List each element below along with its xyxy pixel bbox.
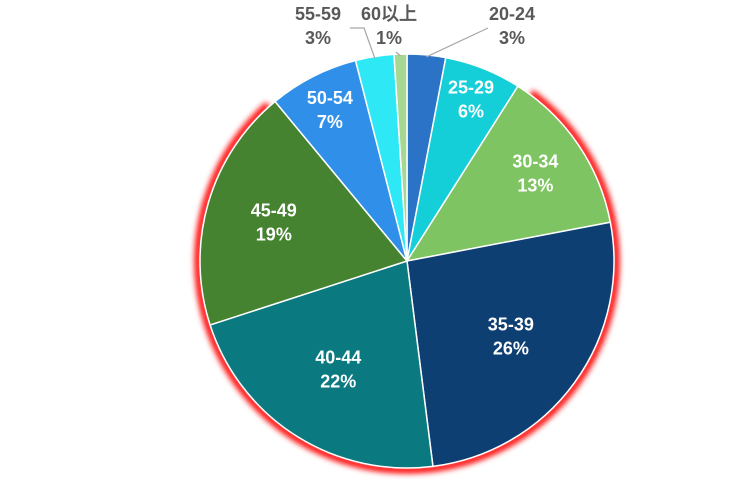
slice-category-label: 50-54 xyxy=(307,88,353,108)
slice-category-label: 40-44 xyxy=(315,347,361,367)
leader-line-20-24 xyxy=(426,27,489,58)
slice-label-45-49: 45-49 19% xyxy=(251,200,297,244)
slice-category-label: 35-39 xyxy=(488,314,534,334)
slice-label-35-39: 35-39 26% xyxy=(488,314,534,358)
leader-lines xyxy=(350,27,489,59)
highlight-glow xyxy=(194,89,620,474)
slice-value-label: 13% xyxy=(517,176,553,196)
slice-category-label: 30-34 xyxy=(512,152,558,172)
slice-value-label: 3% xyxy=(499,28,525,48)
slice-category-label: 20-24 xyxy=(489,4,535,24)
slice-label-50-54: 50-54 7% xyxy=(307,88,353,132)
pie-slice-45-49 xyxy=(199,100,409,326)
slice-value-label: 7% xyxy=(317,112,343,132)
slice-label-20-24: 20-24 3% xyxy=(489,4,535,48)
slice-category-label: 55-59 xyxy=(295,4,341,24)
pie-slice-35-39 xyxy=(406,221,615,468)
highlight-outline xyxy=(194,89,620,474)
pie-slice-30-34 xyxy=(405,85,612,263)
slice-label-30-34: 30-34 13% xyxy=(512,152,558,196)
leader-line-55-59 xyxy=(350,27,376,59)
pie-slices xyxy=(199,53,615,469)
slice-value-label: 19% xyxy=(256,224,292,244)
slice-value-label: 1% xyxy=(376,28,402,48)
slice-label-40-44: 40-44 22% xyxy=(315,347,361,391)
pie-slice-60以上 xyxy=(393,53,408,262)
slice-category-label: 45-49 xyxy=(251,200,297,220)
slice-category-label: 60以上 xyxy=(361,4,417,24)
slice-value-label: 26% xyxy=(493,338,529,358)
slice-label-60以上: 60以上 1% xyxy=(361,4,417,48)
slice-labels: 25-29 6% 30-34 13% 35-39 26% 40-44 22% 45-49 19% 5… xyxy=(251,4,559,391)
pie-slice-40-44 xyxy=(209,260,434,469)
slice-label-25-29: 25-29 6% xyxy=(448,77,494,121)
slice-label-55-59: 55-59 3% xyxy=(295,4,341,48)
slice-value-label: 22% xyxy=(320,371,356,391)
leader-line-60以上 xyxy=(395,51,401,57)
slice-value-label: 6% xyxy=(458,101,484,121)
slice-value-label: 3% xyxy=(305,28,331,48)
slice-category-label: 25-29 xyxy=(448,77,494,97)
